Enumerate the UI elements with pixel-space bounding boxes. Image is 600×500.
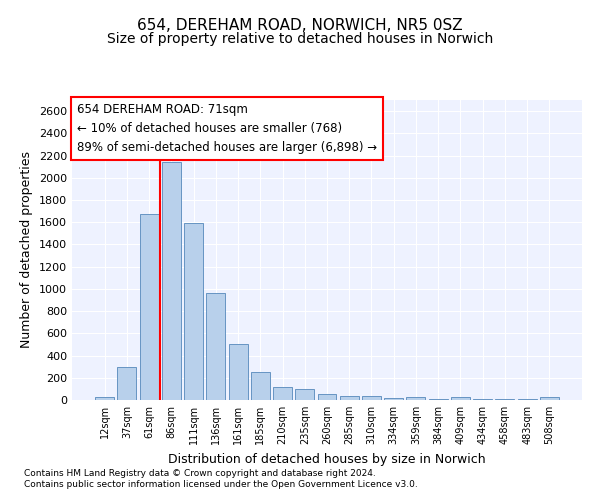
Bar [273, 386, 292, 400]
Bar [162, 162, 181, 400]
Bar [229, 344, 248, 400]
Bar [295, 389, 314, 400]
Bar [140, 214, 158, 400]
Bar [317, 394, 337, 400]
Bar [362, 396, 381, 400]
Text: Contains public sector information licensed under the Open Government Licence v3: Contains public sector information licen… [24, 480, 418, 489]
Bar [340, 396, 359, 400]
Bar [118, 366, 136, 400]
Text: Contains HM Land Registry data © Crown copyright and database right 2024.: Contains HM Land Registry data © Crown c… [24, 468, 376, 477]
Bar [384, 398, 403, 400]
X-axis label: Distribution of detached houses by size in Norwich: Distribution of detached houses by size … [168, 452, 486, 466]
Bar [251, 372, 270, 400]
Text: Size of property relative to detached houses in Norwich: Size of property relative to detached ho… [107, 32, 493, 46]
Text: 654 DEREHAM ROAD: 71sqm
← 10% of detached houses are smaller (768)
89% of semi-d: 654 DEREHAM ROAD: 71sqm ← 10% of detache… [77, 103, 377, 154]
Bar [406, 396, 425, 400]
Bar [540, 397, 559, 400]
Text: 654, DEREHAM ROAD, NORWICH, NR5 0SZ: 654, DEREHAM ROAD, NORWICH, NR5 0SZ [137, 18, 463, 32]
Bar [451, 397, 470, 400]
Bar [95, 397, 114, 400]
Bar [206, 294, 225, 400]
Y-axis label: Number of detached properties: Number of detached properties [20, 152, 34, 348]
Bar [184, 224, 203, 400]
